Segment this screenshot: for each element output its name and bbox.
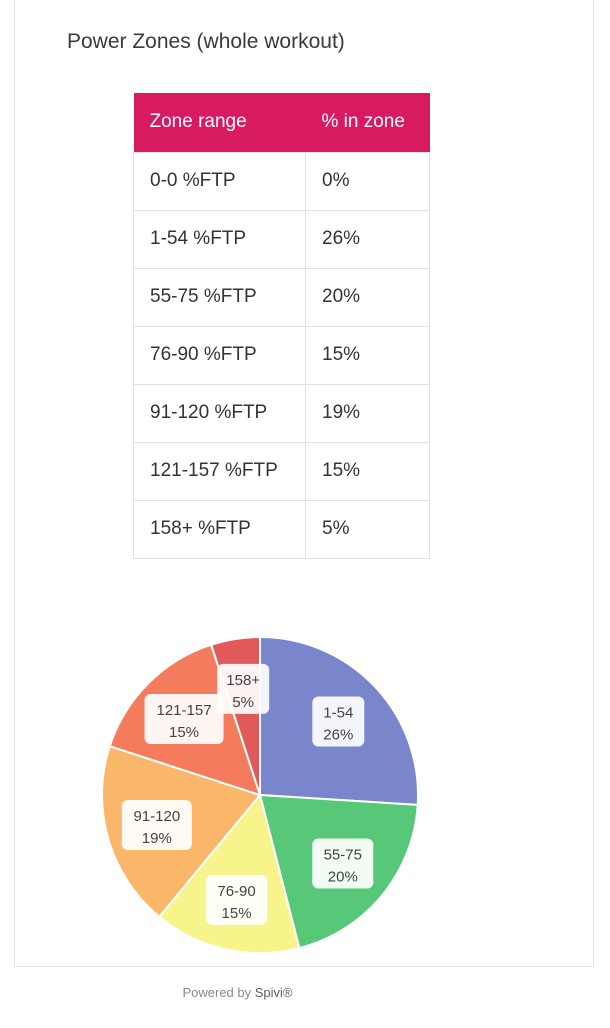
zone-range-cell: 76-90 %FTP (133, 325, 306, 385)
pie-label-box (312, 696, 365, 747)
pie-label-1-54: 1-54 26% (312, 696, 365, 747)
table-row: 76-90 %FTP 15% (133, 325, 430, 385)
pie-label-range: 91-120 (133, 808, 180, 825)
pie-label-percent: 15% (169, 724, 199, 741)
column-header-zone-range: Zone range (133, 93, 306, 152)
zone-range-cell: 1-54 %FTP (133, 209, 306, 269)
pie-label-76-90: 76-90 15% (206, 874, 268, 925)
percent-cell: 15% (305, 441, 430, 501)
footer-credit: Powered by Spivi® (0, 985, 475, 1000)
pie-label-box (217, 663, 270, 714)
table-row: 1-54 %FTP 26% (133, 209, 430, 269)
pie-label-range: 55-75 (324, 846, 362, 863)
pie-label-55-75: 55-75 20% (312, 838, 374, 889)
pie-label-91-120: 91-120 19% (121, 799, 192, 850)
table-row: 121-157 %FTP 15% (133, 441, 430, 501)
pie-label-box (312, 838, 374, 889)
percent-cell: 5% (305, 499, 430, 559)
pie-label-box (144, 694, 224, 745)
pie-label-range: 76-90 (217, 883, 255, 900)
zone-range-cell: 55-75 %FTP (133, 267, 306, 327)
percent-cell: 19% (305, 383, 430, 443)
zone-range-cell: 121-157 %FTP (133, 441, 306, 501)
pie-label-158plus: 158+ 5% (217, 663, 270, 714)
brand-name: Spivi® (254, 985, 293, 1000)
zone-range-cell: 91-120 %FTP (133, 383, 306, 443)
pie-label-box (206, 874, 268, 925)
column-header-percent-in-zone: % in zone (305, 93, 430, 152)
pie-label-percent: 19% (142, 830, 172, 847)
percent-cell: 26% (305, 209, 430, 269)
pie-label-percent: 5% (232, 694, 254, 711)
power-zones-table: Zone range % in zone 0-0 %FTP 0% 1-54 %F… (133, 93, 430, 559)
pie-label-percent: 26% (323, 726, 353, 743)
table-row: 55-75 %FTP 20% (133, 267, 430, 327)
powered-by-text: Powered by (182, 985, 252, 1000)
pie-label-percent: 15% (222, 905, 252, 922)
pie-label-121-157: 121-157 15% (144, 694, 224, 745)
pie-label-range: 121-157 (156, 702, 211, 719)
table-row: 91-120 %FTP 19% (133, 383, 430, 443)
pie-label-percent: 20% (328, 868, 358, 885)
percent-cell: 15% (305, 325, 430, 385)
table-header-row: Zone range % in zone (133, 93, 430, 152)
pie-label-box (121, 799, 192, 850)
percent-cell: 20% (305, 267, 430, 327)
pie-label-range: 158+ (226, 672, 260, 689)
table-row: 158+ %FTP 5% (133, 499, 430, 559)
pie-label-range: 1-54 (323, 704, 353, 721)
page-title: Power Zones (whole workout) (67, 30, 345, 53)
zone-range-cell: 0-0 %FTP (133, 151, 306, 211)
